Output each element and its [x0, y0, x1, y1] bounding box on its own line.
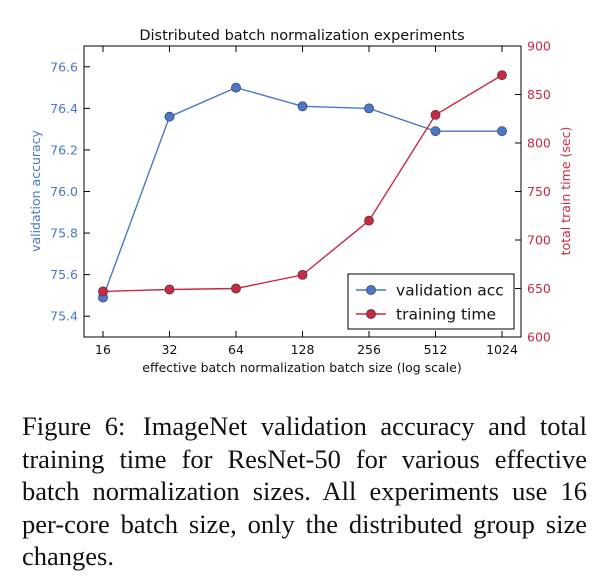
legend-marker — [366, 285, 376, 295]
data-point-validation-acc — [231, 82, 241, 93]
x-tick-label: 16 — [95, 342, 111, 357]
x-tick-label: 32 — [162, 342, 178, 357]
right-tick-label: 800 — [527, 136, 551, 151]
data-point-training-time — [164, 284, 175, 295]
caption-label: Figure 6: — [22, 411, 126, 441]
legend-box — [347, 273, 515, 330]
x-tick-label: 128 — [291, 342, 315, 357]
right-tick-label: 750 — [527, 184, 551, 199]
data-point-validation-acc — [297, 101, 308, 112]
data-point-validation-acc — [164, 111, 175, 122]
right-axis-ticks: 600 650 700 750 800 850 900 — [515, 39, 551, 345]
series-line-validation-acc — [102, 86, 502, 298]
data-point-training-time — [497, 70, 507, 80]
data-point-validation-acc — [364, 103, 374, 114]
legend: validation acc training time — [347, 273, 515, 330]
data-point-validation-acc — [497, 126, 507, 137]
left-axis-label: validation accuracy — [28, 129, 43, 252]
right-tick-label: 650 — [527, 281, 551, 296]
chart-title: Distributed batch normalization experime… — [139, 28, 464, 44]
left-tick-label: 75.8 — [50, 226, 78, 241]
right-axis-label: total train time (sec) — [558, 127, 573, 256]
legend-marker — [366, 309, 376, 319]
x-tick-label: 256 — [357, 342, 381, 357]
left-tick-label: 75.6 — [50, 267, 78, 282]
left-tick-label: 76.0 — [50, 184, 78, 199]
x-tick-label: 64 — [228, 342, 244, 357]
series-layer — [98, 70, 507, 303]
x-tick-label: 512 — [424, 342, 448, 357]
caption-text: ImageNet validation accuracy and total t… — [22, 411, 587, 571]
x-tick-label: 1024 — [486, 342, 518, 357]
legend-label: validation acc — [396, 282, 504, 300]
data-point-training-time — [364, 215, 374, 226]
left-axis-ticks: 75.4 75.6 75.8 76.0 76.2 76.4 76.6 — [50, 59, 90, 324]
x-axis-label: effective batch normalization batch size… — [142, 360, 461, 375]
data-point-training-time — [430, 110, 441, 120]
left-tick-label: 75.4 — [50, 309, 78, 324]
dual-axis-line-chart: Distributed batch normalization experime… — [28, 28, 573, 375]
left-tick-label: 76.4 — [50, 101, 78, 116]
right-tick-label: 900 — [527, 39, 551, 54]
right-tick-label: 850 — [527, 87, 551, 102]
right-tick-label: 600 — [527, 330, 551, 345]
x-axis-ticks: 16 32 64 128 256 512 1024 — [95, 46, 518, 357]
data-point-validation-acc — [430, 126, 441, 137]
legend-label: training time — [396, 306, 496, 324]
left-tick-label: 76.6 — [50, 59, 78, 74]
data-point-training-time — [98, 286, 108, 297]
plot-frame — [83, 45, 522, 338]
left-tick-label: 76.2 — [50, 142, 78, 157]
right-tick-label: 700 — [527, 233, 551, 248]
figure-caption: Figure 6: ImageNet validation accuracy a… — [22, 410, 587, 573]
data-point-training-time — [231, 283, 241, 294]
data-point-training-time — [297, 269, 308, 280]
